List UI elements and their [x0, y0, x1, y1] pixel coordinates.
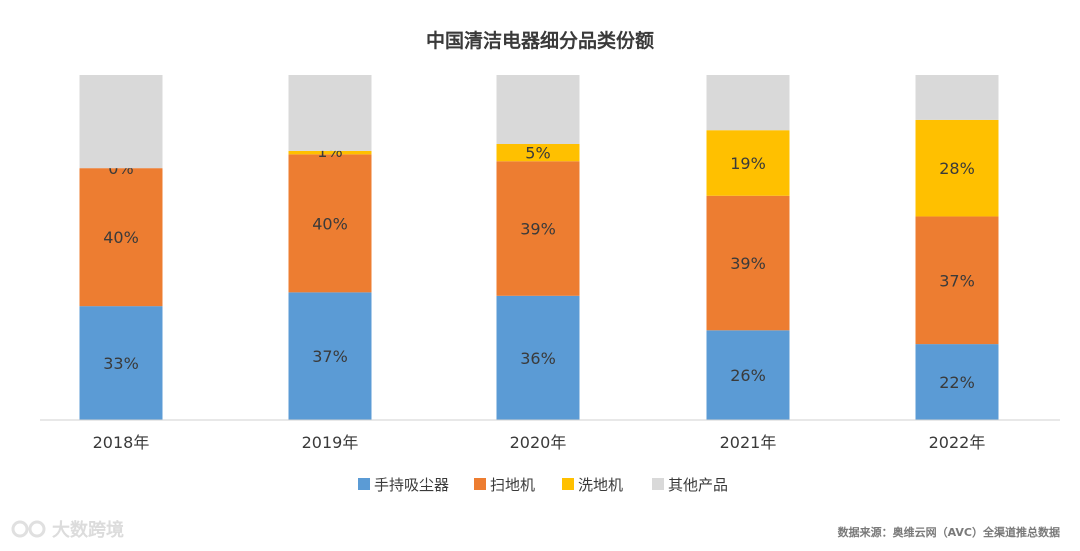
legend-label: 洗地机 — [578, 476, 623, 494]
x-axis-ticks: 2018年 2019年 2020年 2021年 2022年 — [93, 433, 986, 452]
bar-segment — [496, 75, 580, 144]
bar-segment — [496, 161, 580, 296]
data-label: 19% — [730, 154, 766, 173]
bar-segment — [79, 168, 163, 307]
data-label: 22% — [939, 373, 975, 392]
bar-segment — [288, 154, 372, 293]
data-label: 39% — [730, 254, 766, 273]
data-label: 36% — [520, 349, 556, 368]
bar-segment — [288, 150, 372, 155]
legend-label: 手持吸尘器 — [374, 476, 449, 494]
bar-segment — [915, 216, 999, 345]
bar-segment — [706, 130, 790, 196]
bar-segment — [79, 75, 163, 169]
legend: 手持吸尘器 扫地机 洗地机 其他产品 — [358, 476, 728, 494]
legend-swatch — [474, 478, 486, 490]
watermark: 大数跨境 — [11, 519, 124, 541]
watermark-logo-icon — [11, 520, 46, 538]
bar-segment — [706, 330, 790, 420]
bar-segment — [79, 306, 163, 420]
data-label: 37% — [939, 271, 975, 290]
chart-title: 中国清洁电器细分品类份额 — [426, 29, 654, 52]
bar-segment — [706, 75, 790, 131]
data-label: 40% — [103, 228, 139, 247]
data-label: 5% — [525, 144, 550, 163]
x-tick-label: 2020年 — [510, 433, 567, 452]
bar-segment — [496, 144, 580, 162]
data-label: 37% — [312, 347, 348, 366]
legend-swatch — [652, 478, 664, 490]
x-tick-label: 2018年 — [93, 433, 150, 452]
data-label: 33% — [103, 354, 139, 373]
bar-segment — [706, 195, 790, 331]
data-label: 39% — [520, 220, 556, 239]
plot-area: 33%40%0%37%40%1%36%39%5%26%39%19%22%37%2… — [79, 75, 999, 420]
x-tick-label: 2022年 — [929, 433, 986, 452]
legend-swatch — [358, 478, 370, 490]
bar-segment — [915, 344, 999, 420]
bar-segment — [496, 295, 580, 420]
source-note: 数据来源：奥维云网（AVC）全渠道推总数据 — [838, 525, 1060, 539]
legend-label: 其他产品 — [668, 476, 728, 494]
legend-swatch — [562, 478, 574, 490]
x-tick-label: 2019年 — [302, 433, 359, 452]
data-label: 26% — [730, 366, 766, 385]
legend-label: 扫地机 — [490, 476, 535, 494]
bar-segment — [915, 75, 999, 120]
data-label: 40% — [312, 214, 348, 233]
bar-segment — [915, 119, 999, 217]
watermark-text: 大数跨境 — [52, 519, 124, 541]
bar-segment — [288, 75, 372, 151]
bar-segment — [288, 292, 372, 420]
data-label: 28% — [939, 159, 975, 178]
x-tick-label: 2021年 — [720, 433, 777, 452]
